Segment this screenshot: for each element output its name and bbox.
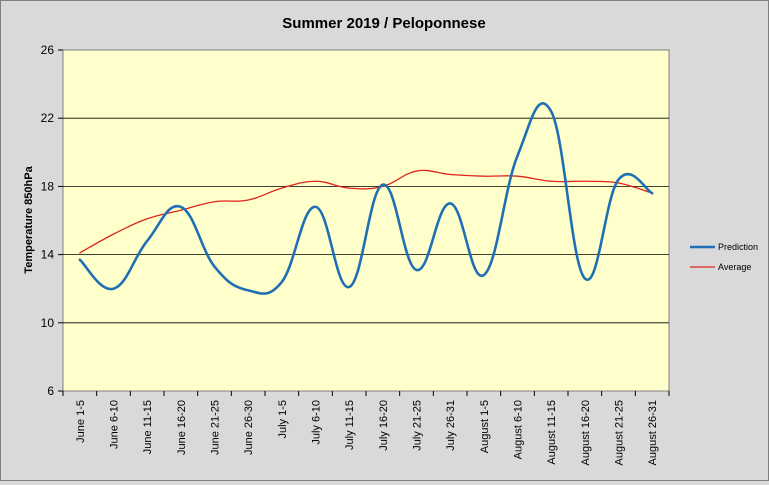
x-tick-labels: June 1-5 June 6-10 June 11-15 June 16-20 Jun… <box>75 400 659 465</box>
x-tick-label: July 1-5 <box>277 400 289 439</box>
x-tick-label: June 6-10 <box>109 400 121 449</box>
x-tick-label: August 26-31 <box>647 400 659 465</box>
y-axis-label: Temperature 850hPa <box>23 165 35 273</box>
legend: Prediction Average <box>690 242 758 272</box>
x-tick-label: June 1-5 <box>75 400 87 443</box>
y-tick-labels: 6 10 14 18 22 26 <box>41 43 55 398</box>
x-tick-label: July 21-25 <box>412 400 424 451</box>
y-tick-label: 10 <box>41 316 55 330</box>
x-tick-label: August 11-15 <box>546 400 558 465</box>
y-tick-label: 6 <box>47 384 54 398</box>
chart-title: Summer 2019 / Peloponnese <box>282 15 485 32</box>
series-line-prediction <box>78 102 654 295</box>
legend-label-prediction: Prediction <box>718 242 758 252</box>
gridlines <box>58 49 670 396</box>
x-tick-label: June 26-30 <box>243 400 255 455</box>
x-tick-label: August 21-25 <box>614 400 626 465</box>
series-line-average <box>79 169 653 254</box>
x-tick-label: August 6-10 <box>513 400 525 459</box>
legend-label-average: Average <box>718 262 751 272</box>
x-tick-label: July 16-20 <box>378 400 390 451</box>
x-tick-label: June 11-15 <box>142 400 154 454</box>
x-tick-label: July 11-15 <box>344 400 356 450</box>
x-tick-label: August 1-5 <box>479 400 491 453</box>
y-tick-label: 14 <box>41 248 55 262</box>
x-tick-label: August 16-20 <box>580 400 592 465</box>
x-tick-label: July 26-31 <box>445 400 457 451</box>
series-lines <box>78 102 654 295</box>
x-tick-label: June 16-20 <box>176 400 188 455</box>
y-tick-label: 26 <box>41 43 55 57</box>
y-tick-label: 22 <box>41 111 55 125</box>
plot-area <box>62 49 670 392</box>
y-tick-label: 18 <box>41 179 55 193</box>
x-tick-label: July 6-10 <box>311 400 323 445</box>
x-tick-label: June 21-25 <box>210 400 222 455</box>
